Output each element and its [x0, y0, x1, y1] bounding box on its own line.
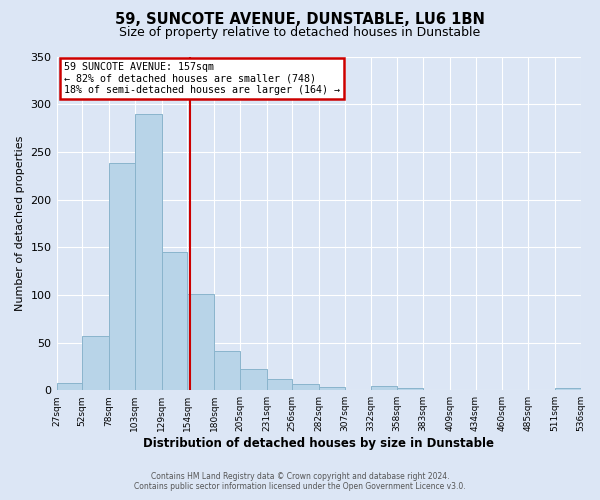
Bar	[187, 294, 214, 390]
Bar	[397, 388, 423, 390]
Bar	[319, 388, 345, 390]
Bar	[161, 252, 187, 390]
Bar	[555, 388, 581, 390]
Bar	[56, 382, 82, 390]
Text: 59 SUNCOTE AVENUE: 157sqm
← 82% of detached houses are smaller (748)
18% of semi: 59 SUNCOTE AVENUE: 157sqm ← 82% of detac…	[64, 62, 340, 94]
Text: Contains HM Land Registry data © Crown copyright and database right 2024.
Contai: Contains HM Land Registry data © Crown c…	[134, 472, 466, 491]
Text: 59, SUNCOTE AVENUE, DUNSTABLE, LU6 1BN: 59, SUNCOTE AVENUE, DUNSTABLE, LU6 1BN	[115, 12, 485, 28]
Bar	[240, 369, 266, 390]
Bar	[135, 114, 161, 390]
Bar	[214, 351, 240, 390]
Bar	[82, 336, 109, 390]
Bar	[266, 379, 292, 390]
Y-axis label: Number of detached properties: Number of detached properties	[15, 136, 25, 311]
Bar	[371, 386, 397, 390]
Bar	[109, 164, 135, 390]
X-axis label: Distribution of detached houses by size in Dunstable: Distribution of detached houses by size …	[143, 437, 494, 450]
Bar	[292, 384, 319, 390]
Text: Size of property relative to detached houses in Dunstable: Size of property relative to detached ho…	[119, 26, 481, 39]
